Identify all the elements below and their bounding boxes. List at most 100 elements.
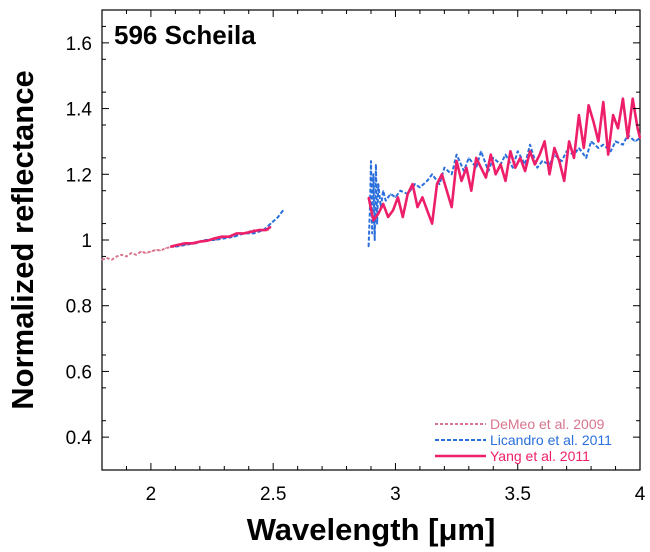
legend-label: Licandro et al. 2011	[490, 432, 612, 448]
data-point	[563, 180, 565, 182]
data-point	[130, 252, 132, 254]
data-point	[377, 183, 379, 185]
data-point	[101, 259, 103, 261]
legend-label: DeMeo et al. 2009	[490, 416, 605, 432]
data-point	[155, 249, 157, 251]
data-point	[514, 167, 516, 169]
data-point	[614, 140, 617, 143]
data-point	[436, 183, 438, 185]
data-point	[223, 237, 225, 239]
data-point	[602, 144, 604, 146]
data-point	[265, 229, 267, 231]
data-point	[536, 167, 538, 169]
data-point	[387, 216, 389, 218]
data-point	[500, 163, 502, 166]
data-point	[597, 140, 600, 143]
data-point	[524, 170, 526, 172]
data-point	[374, 239, 376, 241]
data-point	[135, 254, 137, 256]
data-point	[585, 157, 587, 159]
data-point	[583, 147, 585, 149]
legend-label: Yang et al. 2011	[490, 448, 590, 464]
data-point	[382, 203, 384, 205]
series-line-2	[367, 97, 642, 225]
data-point	[426, 180, 428, 182]
data-point	[397, 196, 399, 198]
data-point	[253, 232, 255, 235]
data-point	[512, 167, 514, 169]
data-point	[455, 153, 458, 156]
data-point	[632, 98, 634, 100]
data-point	[257, 229, 260, 231]
data-point	[184, 242, 186, 244]
y-tick-label: 1.2	[66, 165, 92, 186]
data-point	[441, 173, 443, 175]
data-point	[636, 127, 639, 129]
data-point	[160, 249, 162, 252]
x-tick-label: 3.5	[505, 484, 531, 505]
data-point	[495, 173, 497, 175]
data-point	[634, 140, 636, 143]
data-point	[468, 157, 470, 159]
data-point	[191, 242, 194, 244]
data-point	[602, 101, 604, 103]
data-point	[389, 193, 392, 195]
data-point	[371, 232, 373, 235]
data-point	[270, 222, 272, 225]
data-point	[443, 167, 445, 169]
data-point	[460, 180, 463, 182]
data-point	[206, 240, 208, 242]
data-point	[592, 121, 595, 123]
data-point	[438, 183, 441, 185]
data-point	[529, 144, 531, 146]
data-point	[419, 186, 421, 189]
data-point	[561, 160, 563, 162]
data-point	[558, 160, 560, 162]
data-point	[243, 232, 245, 235]
data-point	[426, 209, 428, 212]
series-layer	[101, 97, 642, 261]
x-tick-label: 4	[635, 484, 646, 505]
data-point	[402, 216, 404, 218]
data-point	[213, 237, 216, 239]
data-point	[270, 226, 272, 228]
data-point	[164, 247, 167, 249]
data-point	[465, 167, 467, 169]
data-point	[416, 206, 419, 208]
data-point	[622, 98, 624, 100]
data-point	[120, 254, 123, 256]
series-line-1	[367, 133, 641, 247]
data-point	[480, 167, 482, 169]
data-point	[578, 147, 580, 149]
data-point	[392, 209, 394, 212]
data-point	[277, 216, 279, 218]
data-point	[150, 250, 152, 253]
data-point	[573, 157, 575, 159]
data-point	[607, 153, 609, 156]
data-point	[519, 157, 521, 159]
data-point	[145, 252, 147, 254]
ticks-layer: 2 2.5 3 3.5 4 0.4 0.6 0.8 1 1.2 1.4 1.6	[66, 10, 646, 505]
x-axis-title: Wavelength [μm]	[247, 512, 496, 547]
data-point	[517, 150, 519, 152]
y-axis-title: Normalized reflectance	[5, 70, 40, 409]
data-point	[451, 206, 453, 208]
data-point	[617, 127, 619, 129]
data-point	[385, 199, 387, 202]
data-point	[394, 196, 397, 198]
data-point	[610, 150, 612, 152]
data-point	[553, 147, 556, 149]
y-tick-label: 0.8	[66, 297, 92, 318]
plot-frame	[101, 9, 641, 471]
data-point	[199, 241, 201, 243]
data-point	[529, 150, 531, 152]
data-point	[588, 104, 590, 106]
data-point	[382, 190, 384, 192]
data-point	[541, 160, 543, 162]
data-point	[407, 193, 409, 195]
data-point	[375, 163, 377, 166]
data-point	[233, 236, 235, 238]
data-point	[504, 180, 507, 182]
